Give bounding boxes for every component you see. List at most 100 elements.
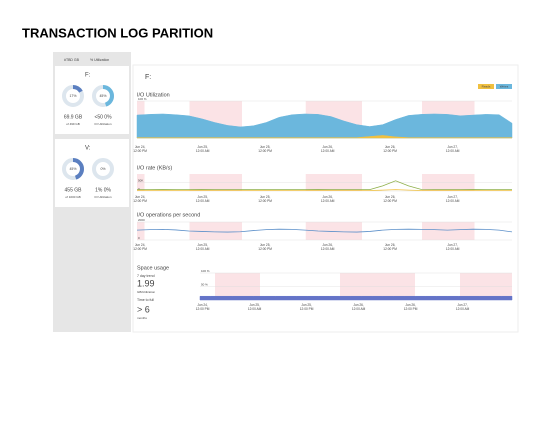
label: I/O Utilization [137, 92, 170, 98]
label: Jun 24, [135, 145, 146, 149]
label: Jun 25, [301, 303, 312, 307]
label: 12:00 AM [446, 199, 460, 203]
label: 45% [69, 167, 76, 171]
label: Jun 24, [135, 243, 146, 247]
label: 12:00 PM [133, 199, 147, 203]
drive-card [55, 139, 129, 207]
y-tick-label: 50K [138, 178, 143, 182]
line [137, 189, 512, 191]
label: GB/Utilization [137, 290, 156, 294]
label: 12:00 AM [248, 307, 262, 311]
off-hours [189, 222, 242, 240]
label: 12:00 PM [383, 199, 397, 203]
label: 12:00 AM [446, 149, 460, 153]
label: 455 GB [65, 187, 83, 193]
donut-value [92, 85, 114, 107]
label: 12:00 AM [196, 149, 210, 153]
label: V: [85, 146, 91, 152]
label: Jun 26, [405, 303, 416, 307]
label: of 499 GB [66, 122, 80, 126]
label: 69.9 GB [64, 114, 83, 120]
label: Jun 27, [447, 243, 458, 247]
label: Jun 26, [322, 145, 333, 149]
off-hours [305, 222, 362, 240]
label: 12:00 AM [196, 247, 210, 251]
label: 12:00 PM [258, 199, 272, 203]
label: 12:00 PM [133, 247, 147, 251]
label: Jun 26, [322, 243, 333, 247]
donut-track [92, 158, 114, 180]
label: 12:00 PM [258, 247, 272, 251]
label: 12:00 PM [404, 307, 418, 311]
label: Jun 25, [197, 145, 208, 149]
label: Reads [482, 84, 491, 88]
label: IO Utilization [94, 195, 111, 199]
label: Jun 24, [197, 303, 208, 307]
label: 12:00 AM [196, 199, 210, 203]
label: 12:00 PM [258, 149, 272, 153]
label: I/O rate (KB/s) [137, 165, 172, 171]
label: 12:00 PM [133, 149, 147, 153]
label: 12:00 AM [321, 149, 335, 153]
label: Space usage [137, 265, 169, 271]
label: F: [85, 73, 91, 79]
label: Jun 25, [197, 243, 208, 247]
label: Jun 25, [249, 303, 260, 307]
label: > 6 [137, 304, 150, 314]
label: 12:00 PM [300, 307, 314, 311]
label: 12:00 AM [352, 307, 366, 311]
off-hours [137, 222, 145, 240]
label: 1% 0% [95, 187, 111, 193]
area [136, 113, 513, 139]
label: 7 day trend [137, 274, 155, 278]
label: of 1000 GB [65, 195, 80, 199]
label: Jun 27, [457, 303, 468, 307]
label: Jun 27, [447, 195, 458, 199]
label: Jun 26, [353, 303, 364, 307]
drive-card [55, 66, 129, 134]
label: 12:00 PM [383, 149, 397, 153]
y-tick-label: 2000 [138, 218, 145, 222]
label: Jun 24, [135, 195, 146, 199]
label: I/O operations per second [137, 212, 200, 218]
label: 1.99 [137, 278, 155, 288]
area [199, 295, 513, 301]
y-tick-label: 100 % [138, 97, 147, 101]
line [137, 180, 512, 191]
label: <50 0% [94, 114, 112, 120]
label: 0% [100, 167, 105, 171]
label: Writes [500, 84, 509, 88]
donut-value [62, 158, 84, 180]
label: 17% [69, 94, 76, 98]
y-tick-label: 100 % [201, 269, 210, 273]
off-hours [422, 222, 475, 240]
label: IO Utilization [94, 122, 111, 126]
label: % Utilization [90, 58, 109, 62]
label: months [137, 316, 147, 320]
label: #TBD GB [64, 58, 80, 62]
label: Jun 27, [447, 145, 458, 149]
label: 12:00 AM [456, 307, 470, 311]
label: 12:00 AM [446, 247, 460, 251]
y-tick-label: 0 [138, 187, 140, 191]
page-title: TRANSACTION LOG PARITION [22, 25, 213, 40]
y-tick-label: 50 % [201, 282, 208, 286]
label: 12:00 AM [321, 247, 335, 251]
label: 12:00 AM [321, 199, 335, 203]
label: 12:00 PM [196, 307, 210, 311]
label: Time to full [137, 298, 154, 302]
label: Jun 26, [385, 145, 396, 149]
label: Jun 25, [260, 195, 271, 199]
label: F: [145, 74, 151, 81]
line [136, 228, 513, 233]
label: 12:00 PM [383, 247, 397, 251]
label: Jun 26, [385, 195, 396, 199]
legend-swatch [496, 84, 512, 89]
legend-swatch [478, 84, 494, 89]
label: Jun 25, [260, 145, 271, 149]
label: 45% [99, 94, 106, 98]
y-tick-label: 0 [138, 236, 140, 240]
donut-value [62, 85, 84, 107]
label: Jun 26, [322, 195, 333, 199]
